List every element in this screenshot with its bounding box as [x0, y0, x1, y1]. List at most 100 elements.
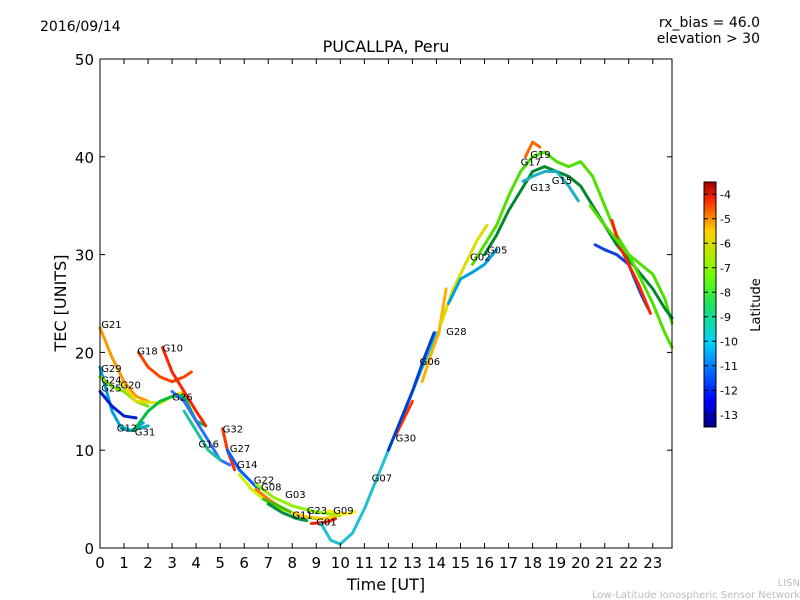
- series-line-g15: [521, 170, 580, 203]
- colorbar-tick-label: -9: [720, 311, 731, 324]
- series-line-g27: [225, 448, 261, 491]
- y-axis-ticks: 0 10 20 30 40 50: [75, 51, 672, 558]
- series-line-g25: [98, 390, 138, 420]
- colorbar-tick-label: -4: [720, 188, 731, 201]
- chart-title: PUCALLPA, Peru: [323, 37, 450, 56]
- curve-label-g24: G24: [101, 376, 121, 387]
- curve-label-g07: G07: [372, 474, 392, 485]
- x-axis-ticks: 0 1 2 3 4 5 6 7 8 9 10 11 12 13 14 15 16 17 18 19 20 21 22 23: [95, 59, 662, 572]
- curve-label-g27: G27: [230, 444, 250, 455]
- series-line-g10b: [610, 218, 652, 315]
- x-tick-label: 1: [119, 554, 129, 572]
- y-tick-label: 0: [84, 540, 94, 558]
- series-line-g02: [439, 223, 489, 325]
- x-tick-label: 19: [547, 554, 566, 572]
- series-line-g19: [471, 150, 674, 325]
- series-line-g23: [290, 511, 337, 521]
- curve-label-g15: G15: [552, 176, 572, 187]
- date-label: 2016/09/14: [40, 19, 121, 35]
- colorbar-tick-label: -5: [720, 213, 731, 226]
- x-axis-label: Time [UT]: [346, 575, 425, 594]
- curve-label-g17: G17: [521, 158, 541, 169]
- x-tick-label: 8: [287, 554, 297, 572]
- x-tick-label: 13: [403, 554, 422, 572]
- curve-label-g12: G12: [117, 424, 137, 435]
- elevation-label: elevation > 30: [657, 31, 760, 47]
- x-tick-label: 9: [312, 554, 322, 572]
- x-tick-label: 7: [263, 554, 273, 572]
- curve-label-g03: G03: [285, 490, 305, 501]
- footer-line-1: LISN: [778, 578, 800, 589]
- footer-line-2: Low-Latitude Ionospheric Sensor Network: [592, 590, 800, 600]
- colorbar-tick-label: -12: [720, 384, 738, 397]
- curve-label-g29: G29: [101, 364, 121, 375]
- colorbar-tick-label: -7: [720, 262, 731, 275]
- series-line-g18: [137, 350, 193, 384]
- x-tick-label: 18: [523, 554, 542, 572]
- curve-label-g19: G19: [530, 150, 550, 161]
- x-tick-label: 21: [595, 554, 614, 572]
- x-tick-label: 20: [571, 554, 590, 572]
- curve-label-g09: G09: [333, 506, 353, 517]
- x-tick-label: 16: [475, 554, 494, 572]
- series-line-g21: [98, 326, 150, 403]
- curve-label-g16: G16: [199, 439, 219, 450]
- x-tick-label: 15: [451, 554, 470, 572]
- x-tick-label: 5: [215, 554, 225, 572]
- plot-frame: [99, 58, 673, 549]
- curve-label-g11: G11: [292, 511, 312, 522]
- y-tick-label: 20: [75, 344, 94, 362]
- curve-label-g23: G23: [307, 506, 327, 517]
- series-line-g06: [386, 331, 436, 452]
- rx-bias-label: rx_bias = 46.0: [659, 15, 760, 31]
- series-line-g03: [254, 482, 342, 518]
- x-tick-label: 10: [331, 554, 350, 572]
- series-line-g12: [117, 424, 150, 433]
- series-line-g26: [170, 390, 232, 467]
- x-tick-label: 4: [191, 554, 201, 572]
- series-line-g01: [310, 517, 337, 525]
- series-line-g13: [483, 165, 674, 320]
- curve-label-g13: G13: [530, 183, 550, 194]
- curve-label-g22: G22: [254, 476, 274, 487]
- colorbar-tick-label: -8: [720, 286, 731, 299]
- x-tick-label: 3: [167, 554, 177, 572]
- x-tick-label: 12: [379, 554, 398, 572]
- series-line-g05: [447, 248, 499, 305]
- curve-label-g21: G21: [101, 320, 121, 331]
- curve-label-g14: G14: [237, 460, 257, 471]
- curve-label-g08: G08: [261, 482, 281, 493]
- curve-label-g01: G01: [316, 518, 336, 529]
- series-line-g11: [266, 502, 309, 523]
- colorbar-tick-label: -13: [720, 409, 738, 422]
- curve-label-g26: G26: [172, 392, 192, 403]
- curve-label-g18: G18: [137, 346, 157, 357]
- y-axis-label: TEC [UNITS]: [51, 255, 70, 353]
- colorbar-label: Latitude: [749, 278, 764, 332]
- y-tick-label: 40: [75, 149, 94, 167]
- series-line-g17: [523, 140, 542, 159]
- series-layer: [98, 140, 674, 546]
- colorbar-tick-label: -10: [720, 335, 738, 348]
- colorbar-tick-label: -11: [720, 360, 738, 373]
- curve-label-g30: G30: [396, 433, 416, 444]
- series-line-g13b: [588, 204, 674, 349]
- curve-label-g10: G10: [163, 343, 183, 354]
- series-line-g10: [161, 346, 208, 428]
- series-line-g09: [326, 509, 357, 516]
- x-tick-label: 17: [499, 554, 518, 572]
- colorbar-ticks: -4 -5 -6 -7 -8 -9 -10 -11 -12 -13: [704, 188, 738, 422]
- series-line-g28: [420, 287, 448, 384]
- y-tick-label: 30: [75, 247, 94, 265]
- curve-label-g20: G20: [120, 381, 140, 392]
- x-tick-label: 6: [239, 554, 249, 572]
- x-tick-label: 2: [143, 554, 153, 572]
- x-tick-label: 23: [643, 554, 662, 572]
- y-tick-label: 10: [75, 442, 94, 460]
- x-tick-label: 22: [619, 554, 638, 572]
- x-tick-label: 0: [95, 554, 105, 572]
- curve-label-g25: G25: [101, 384, 121, 395]
- colorbar-tick-label: -6: [720, 237, 731, 250]
